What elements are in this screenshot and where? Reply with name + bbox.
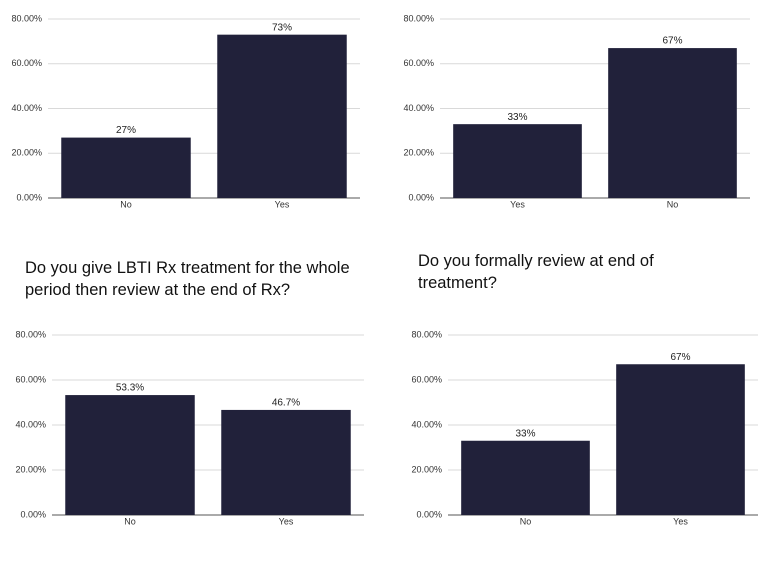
value-label: 67% [670, 352, 690, 363]
y-tick-label: 20.00% [411, 464, 442, 474]
x-tick-label: Yes [673, 516, 688, 526]
bar [461, 440, 590, 515]
bar [65, 395, 195, 515]
x-tick-label: No [520, 516, 532, 526]
x-tick-label: No [120, 199, 132, 209]
y-tick-label: 20.00% [403, 148, 434, 158]
value-label: 33% [515, 428, 535, 439]
y-tick-label: 80.00% [11, 13, 42, 23]
y-tick-label: 80.00% [411, 329, 442, 339]
bar [616, 364, 745, 515]
y-tick-label: 0.00% [20, 509, 46, 519]
y-tick-label: 60.00% [411, 374, 442, 384]
y-tick-label: 80.00% [15, 329, 46, 339]
value-label: 33% [507, 112, 527, 123]
y-tick-label: 20.00% [11, 148, 42, 158]
bar [608, 48, 737, 199]
y-tick-label: 0.00% [416, 509, 442, 519]
x-tick-label: Yes [275, 199, 290, 209]
value-label: 73% [272, 22, 292, 33]
y-tick-label: 80.00% [403, 13, 434, 23]
chart-title: Do you formally review at end of treatme… [418, 252, 654, 292]
x-tick-label: Yes [510, 199, 525, 209]
y-tick-label: 40.00% [403, 103, 434, 113]
y-tick-label: 40.00% [15, 419, 46, 429]
y-tick-label: 60.00% [403, 58, 434, 68]
x-tick-label: No [124, 516, 136, 526]
bar [61, 137, 191, 198]
value-label: 46.7% [272, 398, 300, 409]
chart-title: Do you give LBTI Rx treatment for the wh… [25, 259, 350, 299]
y-tick-label: 0.00% [16, 192, 42, 202]
y-tick-label: 60.00% [15, 374, 46, 384]
y-tick-label: 40.00% [411, 419, 442, 429]
bar [217, 34, 347, 198]
value-label: 67% [662, 36, 682, 47]
y-tick-label: 60.00% [11, 58, 42, 68]
value-label: 53.3% [116, 383, 144, 394]
x-tick-label: Yes [279, 516, 294, 526]
y-tick-label: 40.00% [11, 103, 42, 113]
y-tick-label: 20.00% [15, 464, 46, 474]
bar [453, 124, 582, 198]
y-tick-label: 0.00% [408, 192, 434, 202]
bar [221, 409, 351, 515]
x-tick-label: No [667, 199, 679, 209]
value-label: 27% [116, 125, 136, 136]
